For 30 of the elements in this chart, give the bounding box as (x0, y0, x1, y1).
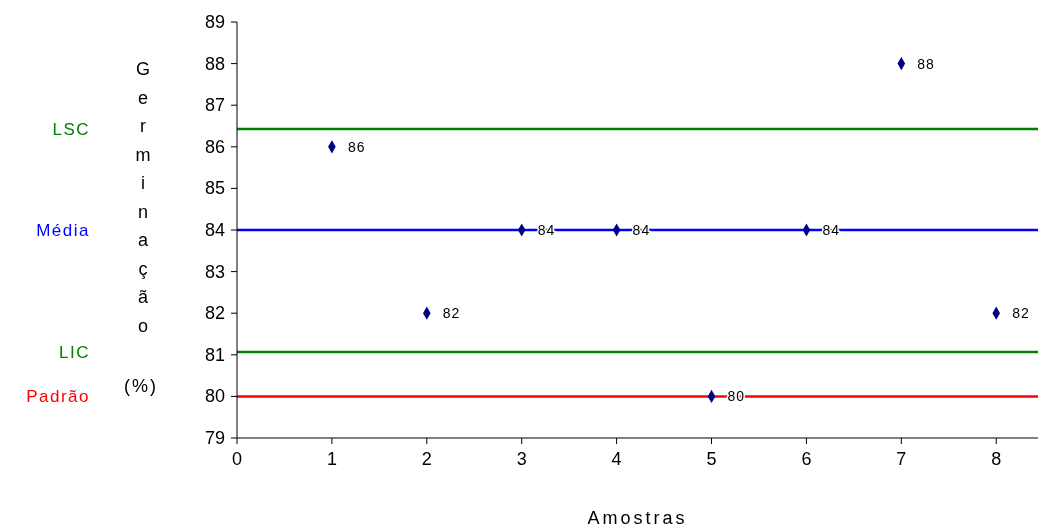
ref-line-label: Média (36, 221, 90, 240)
x-tick-label: 8 (991, 449, 1002, 469)
x-tick-label: 0 (231, 449, 243, 469)
y-tick-label: 87 (204, 95, 225, 116)
x-tick-label: 4 (611, 449, 622, 469)
data-label: 88 (917, 55, 935, 72)
y-tick-label: 80 (204, 386, 225, 407)
x-tick-label: 7 (896, 449, 907, 469)
data-label: 82 (1012, 305, 1030, 322)
y-tick-label: 85 (204, 178, 225, 199)
ref-line-label: LIC (59, 342, 90, 362)
x-tick-label: 1 (326, 449, 337, 469)
x-tick-label: 5 (706, 449, 717, 469)
y-tick-label: 88 (204, 53, 225, 74)
y-tick-label: 79 (204, 428, 225, 448)
ref-line-label: LSC (52, 119, 90, 139)
data-label: 82 (442, 305, 461, 322)
data-label: 86 (347, 138, 366, 155)
x-tick-label: 3 (516, 449, 527, 469)
text: Germinação (%) (124, 59, 158, 396)
x-tick-label: 6 (801, 449, 812, 469)
y-tick-label: 81 (204, 344, 225, 365)
y-tick-label: 89 (204, 12, 225, 32)
y-tick-label: 84 (204, 220, 225, 240)
y-tick-label: 83 (204, 261, 225, 282)
x-axis-title: Amostras (587, 508, 688, 528)
y-tick-label: 82 (204, 303, 225, 324)
y-tick-label: 86 (204, 136, 225, 157)
ref-line-label: Padrão (26, 387, 90, 407)
x-tick-label: 2 (421, 449, 432, 469)
